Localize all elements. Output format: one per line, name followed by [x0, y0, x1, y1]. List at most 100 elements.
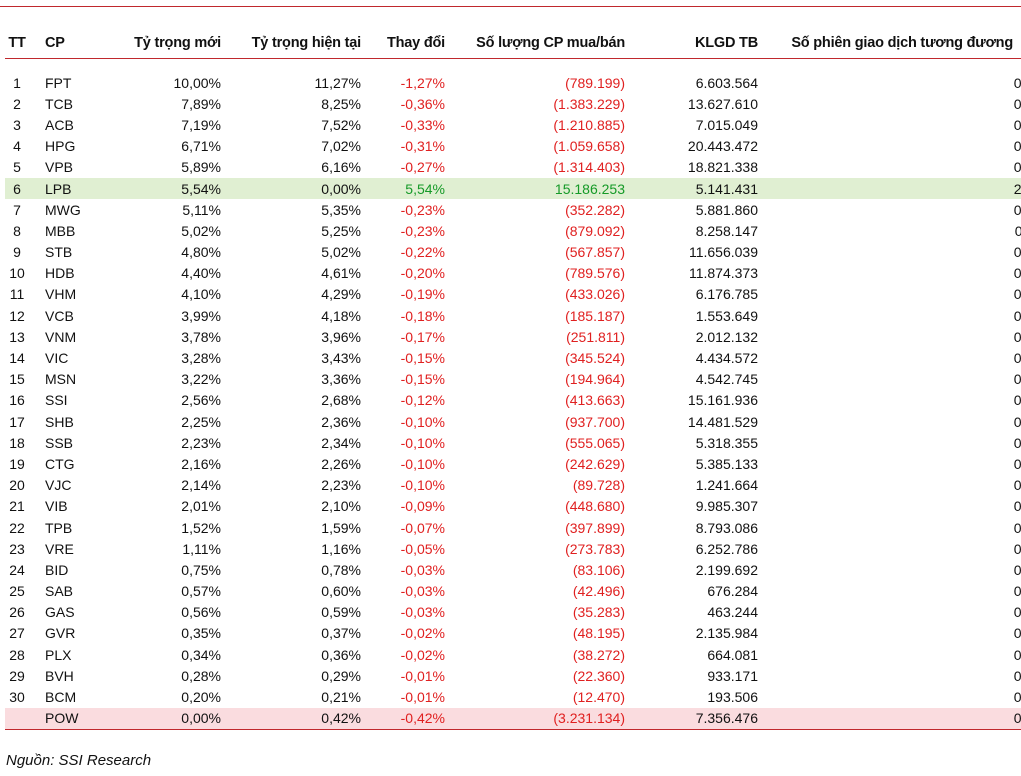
cell-avg-volume: 8.793.086 [695, 519, 758, 536]
cell-ticker: GVR [45, 625, 76, 642]
cell-new-weight: 0,75% [181, 561, 221, 578]
cell-avg-volume: 2.012.132 [695, 328, 758, 345]
cell-tt: 21 [9, 498, 25, 515]
cell-ticker: HDB [45, 265, 75, 282]
cell-ticker: STB [45, 244, 73, 261]
cell-ticker: VCB [45, 307, 74, 324]
cell-new-weight: 1,52% [181, 519, 221, 536]
table-row: 15 MSN 3,22% 3,36% -0,15% (194.964) 4.542.745 0… [5, 369, 1021, 390]
cell-shares: (42.496) [572, 583, 625, 600]
header-shares: Số lượng CP mua/bán [445, 28, 625, 59]
cell-ticker: TPB [45, 519, 73, 536]
table-row: 19 CTG 2,16% 2,26% -0,10% (242.629) 5.385.133 0… [5, 453, 1021, 474]
cell-current-weight: 6,16% [321, 159, 361, 176]
cell-shares: (567.857) [565, 244, 625, 261]
cell-current-weight: 0,29% [321, 667, 361, 684]
cell-ticker: SAB [45, 583, 74, 600]
cell-current-weight: 0,60% [321, 583, 361, 600]
cell-avg-volume: 14.481.529 [687, 413, 758, 430]
cell-sessions: 0,04 [1013, 540, 1021, 557]
cell-tt: 30 [9, 689, 25, 706]
cell-change: 5,54% [361, 177, 445, 200]
cell-sessions: 2,95 [758, 177, 1021, 200]
cell-new-weight: 5,54% [105, 177, 221, 200]
table-body: 1 FPT 10,00% 11,27% -1,27% (789.199) 6.603.564… [5, 59, 1021, 730]
cell-shares: (555.065) [565, 434, 625, 451]
cell-change: -0,19% [400, 286, 445, 303]
cell-shares: (35.283) [572, 604, 625, 621]
cell-ticker: VNM [45, 328, 77, 345]
table-row: 17 SHB 2,25% 2,36% -0,10% (937.700) 14.481.529… [5, 411, 1021, 432]
table-row: 10 HDB 4,40% 4,61% -0,20% (789.576) 11.874.373… [5, 263, 1021, 284]
cell-current-weight: 4,29% [321, 286, 361, 303]
cell-new-weight: 2,25% [181, 413, 221, 430]
cell-shares: (1.383.229) [553, 95, 625, 112]
cell-sessions: 0,02 [1013, 625, 1021, 642]
cell-current-weight: 8,25% [321, 95, 361, 112]
cell-sessions: 0,07 [1013, 477, 1021, 494]
cell-shares: (448.680) [565, 498, 625, 515]
cell-current-weight: 4,18% [321, 307, 361, 324]
cell-current-weight: 5,02% [321, 244, 361, 261]
cell-new-weight: 2,56% [181, 392, 221, 409]
cell-change: -0,01% [400, 667, 445, 684]
cell-tt: 5 [13, 159, 21, 176]
cell-new-weight: 2,23% [181, 434, 221, 451]
table-row: 5 VPB 5,89% 6,16% -0,27% (1.314.403) 18.821.33… [5, 157, 1021, 178]
cell-avg-volume: 1.241.664 [695, 477, 758, 494]
cell-current-weight: 2,26% [321, 455, 361, 472]
cell-sessions: 0,17 [1013, 116, 1021, 133]
cell-shares: (89.728) [572, 477, 625, 494]
cell-tt: 12 [9, 307, 25, 324]
cell-shares: (879.092) [565, 222, 625, 239]
table-row: 3 ACB 7,19% 7,52% -0,33% (1.210.885) 7.015.049… [5, 114, 1021, 135]
cell-sessions: 0,07 [1013, 286, 1021, 303]
cell-current-weight: 2,10% [321, 498, 361, 515]
cell-new-weight: 3,78% [181, 328, 221, 345]
cell-shares: (937.700) [565, 413, 625, 430]
cell-avg-volume: 7.015.049 [695, 116, 758, 133]
cell-tt: 16 [9, 392, 25, 409]
cell-new-weight: 4,80% [181, 244, 221, 261]
cell-change: -0,10% [400, 455, 445, 472]
cell-change: -0,33% [400, 116, 445, 133]
cell-change: -0,10% [400, 413, 445, 430]
cell-sessions: 0,06 [1013, 201, 1021, 218]
cell-change: -0,03% [400, 561, 445, 578]
cell-tt: 25 [9, 583, 25, 600]
cell-change: -0,15% [400, 350, 445, 367]
cell-ticker: SSI [45, 392, 68, 409]
cell-ticker: CTG [45, 455, 75, 472]
header-new-weight: Tỷ trọng mới [105, 28, 221, 59]
table-row: 8 MBB 5,02% 5,25% -0,23% (879.092) 8.258.147 0,… [5, 220, 1021, 241]
cell-avg-volume: 8.258.147 [695, 222, 758, 239]
cell-tt: 9 [13, 244, 21, 261]
table-row: 1 FPT 10,00% 11,27% -1,27% (789.199) 6.603.564… [5, 72, 1021, 93]
cell-new-weight: 2,01% [181, 498, 221, 515]
cell-ticker: VHM [45, 286, 77, 303]
cell-avg-volume: 20.443.472 [687, 138, 758, 155]
cell-new-weight: 1,11% [182, 540, 221, 557]
cell-current-weight: 3,96% [321, 328, 361, 345]
header-tt: TT [5, 28, 29, 59]
cell-avg-volume: 13.627.610 [687, 95, 758, 112]
cell-sessions: 0,13 [1013, 328, 1021, 345]
cell-current-weight: 0,42% [221, 707, 361, 730]
cell-shares: (433.026) [565, 286, 625, 303]
cell-avg-volume: 6.603.564 [695, 74, 758, 91]
table-row: 25 SAB 0,57% 0,60% -0,03% (42.496) 676.284 0,06 [5, 581, 1021, 602]
cell-new-weight: 0,34% [181, 646, 221, 663]
cell-current-weight: 5,25% [321, 222, 361, 239]
cell-avg-volume: 18.821.338 [687, 159, 758, 176]
cell-change: -0,23% [400, 201, 445, 218]
table-row: 30 BCM 0,20% 0,21% -0,01% (12.470) 193.506 0,06 [5, 686, 1021, 707]
cell-tt: 2 [13, 95, 21, 112]
cell-current-weight: 1,16% [321, 540, 361, 557]
cell-current-weight: 11,27% [314, 74, 361, 91]
cell-ticker: PLX [45, 646, 72, 663]
cell-shares: (1.210.885) [553, 116, 625, 133]
cell-tt: 11 [9, 286, 25, 303]
cell-sessions: 0,10 [1013, 95, 1021, 112]
cell-shares: (1.059.658) [553, 138, 625, 155]
cell-change: -0,18% [400, 307, 445, 324]
